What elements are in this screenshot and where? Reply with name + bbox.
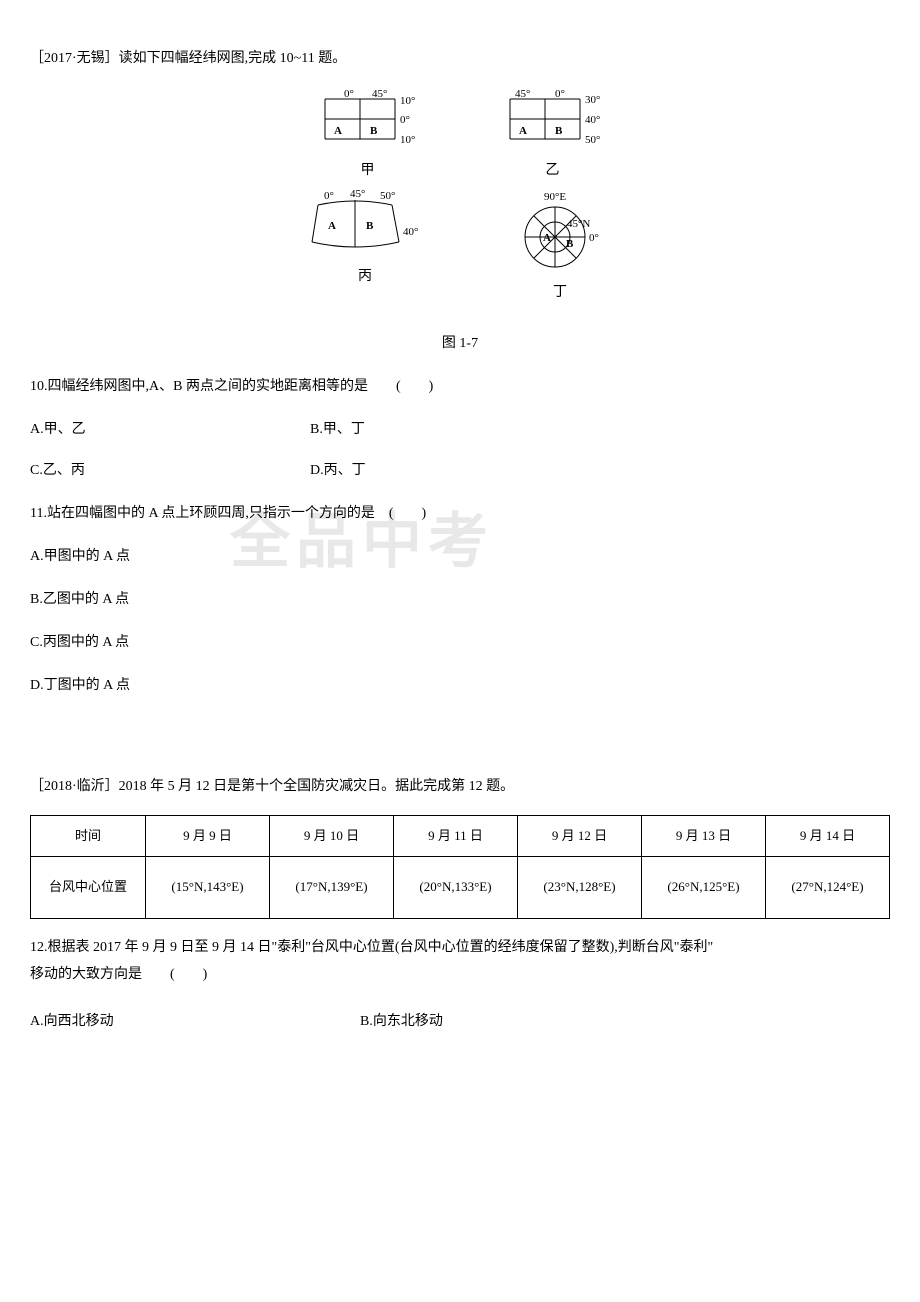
cell-d6: (27°N,124°E) bbox=[766, 856, 890, 918]
svg-text:A: A bbox=[543, 232, 551, 244]
q12-stem-b: 移动的大致方向是 ( ) bbox=[30, 964, 890, 985]
fig-ding-label: 丁 bbox=[500, 282, 620, 303]
fig-yi-label: 乙 bbox=[495, 160, 610, 181]
svg-text:B: B bbox=[555, 125, 563, 137]
svg-text:A: A bbox=[519, 125, 527, 137]
svg-text:50°: 50° bbox=[585, 134, 600, 146]
fig-bing: A B 0° 45° 50° 40° 丙 bbox=[300, 187, 430, 303]
q11-stem: 11.站在四幅图中的 A 点上环顾四周,只指示一个方向的是 ( ) bbox=[30, 503, 890, 524]
cell-d1: (15°N,143°E) bbox=[146, 856, 270, 918]
svg-text:30°: 30° bbox=[585, 94, 600, 106]
q11-opt-d: D.丁图中的 A 点 bbox=[30, 675, 890, 696]
th-d5: 9 月 13 日 bbox=[642, 816, 766, 857]
svg-text:0°: 0° bbox=[589, 232, 599, 244]
svg-text:B: B bbox=[566, 238, 574, 250]
cell-d2: (17°N,139°E) bbox=[270, 856, 394, 918]
svg-text:10°: 10° bbox=[400, 134, 415, 146]
svg-text:45°N: 45°N bbox=[567, 218, 590, 230]
svg-text:90°E: 90°E bbox=[544, 191, 566, 203]
row-label: 台风中心位置 bbox=[31, 856, 146, 918]
th-d3: 9 月 11 日 bbox=[394, 816, 518, 857]
q12-opt-b: B.向东北移动 bbox=[360, 1011, 640, 1032]
cell-b-label: B bbox=[370, 125, 378, 137]
svg-text:0°: 0° bbox=[555, 89, 565, 100]
figure-caption: 图 1-7 bbox=[30, 333, 890, 354]
cell-d4: (23°N,128°E) bbox=[518, 856, 642, 918]
cell-a-label: A bbox=[334, 125, 342, 137]
q11-opt-a: A.甲图中的 A 点 bbox=[30, 546, 890, 567]
svg-text:45°: 45° bbox=[515, 89, 530, 100]
q10-opt-d: D.丙、丁 bbox=[310, 460, 590, 481]
fig-ding: A B 90°E 45°N 0° 丁 bbox=[500, 187, 620, 303]
q10-opts-cd: C.乙、丙 D.丙、丁 bbox=[30, 460, 890, 481]
typhoon-table: 时间 9 月 9 日 9 月 10 日 9 月 11 日 9 月 12 日 9 … bbox=[30, 815, 890, 919]
th-time: 时间 bbox=[31, 816, 146, 857]
q12-stem-a: 12.根据表 2017 年 9 月 9 日至 9 月 14 日"泰利"台风中心位… bbox=[30, 937, 890, 958]
fig-jia-label: 甲 bbox=[310, 160, 425, 181]
th-d2: 9 月 10 日 bbox=[270, 816, 394, 857]
th-d4: 9 月 12 日 bbox=[518, 816, 642, 857]
q12-opt-a: A.向西北移动 bbox=[30, 1011, 360, 1032]
svg-text:0°: 0° bbox=[324, 190, 334, 202]
q10-stem: 10.四幅经纬网图中,A、B 两点之间的实地距离相等的是 ( ) bbox=[30, 376, 890, 397]
svg-text:A: A bbox=[328, 220, 336, 232]
svg-text:50°: 50° bbox=[380, 190, 395, 202]
q10-opt-b: B.甲、丁 bbox=[310, 419, 590, 440]
svg-text:B: B bbox=[366, 220, 374, 232]
svg-text:10°: 10° bbox=[400, 95, 415, 107]
svg-text:0°: 0° bbox=[400, 114, 410, 126]
svg-text:40°: 40° bbox=[585, 114, 600, 126]
svg-text:45°: 45° bbox=[372, 89, 387, 100]
figure-group: A B 0° 45° 10° 0° 10° 甲 A B 45° bbox=[30, 89, 890, 303]
fig-bing-label: 丙 bbox=[300, 266, 430, 287]
cell-d3: (20°N,133°E) bbox=[394, 856, 518, 918]
svg-text:45°: 45° bbox=[350, 188, 365, 200]
svg-text:40°: 40° bbox=[403, 226, 418, 238]
q11-opt-b: B.乙图中的 A 点 bbox=[30, 589, 890, 610]
fig-jia: A B 0° 45° 10° 0° 10° 甲 bbox=[310, 89, 425, 181]
intro-2: ［2018·临沂］2018 年 5 月 12 日是第十个全国防灾减灾日。据此完成… bbox=[30, 776, 890, 797]
q10-opts-ab: A.甲、乙 B.甲、丁 bbox=[30, 419, 890, 440]
fig-yi: A B 45° 0° 30° 40° 50° 乙 bbox=[495, 89, 610, 181]
q11-opt-c: C.丙图中的 A 点 bbox=[30, 632, 890, 653]
q10-opt-c: C.乙、丙 bbox=[30, 460, 310, 481]
th-d6: 9 月 14 日 bbox=[766, 816, 890, 857]
cell-d5: (26°N,125°E) bbox=[642, 856, 766, 918]
intro-1: ［2017·无锡］读如下四幅经纬网图,完成 10~11 题。 bbox=[30, 48, 890, 69]
th-d1: 9 月 9 日 bbox=[146, 816, 270, 857]
svg-text:0°: 0° bbox=[344, 89, 354, 100]
q10-opt-a: A.甲、乙 bbox=[30, 419, 310, 440]
